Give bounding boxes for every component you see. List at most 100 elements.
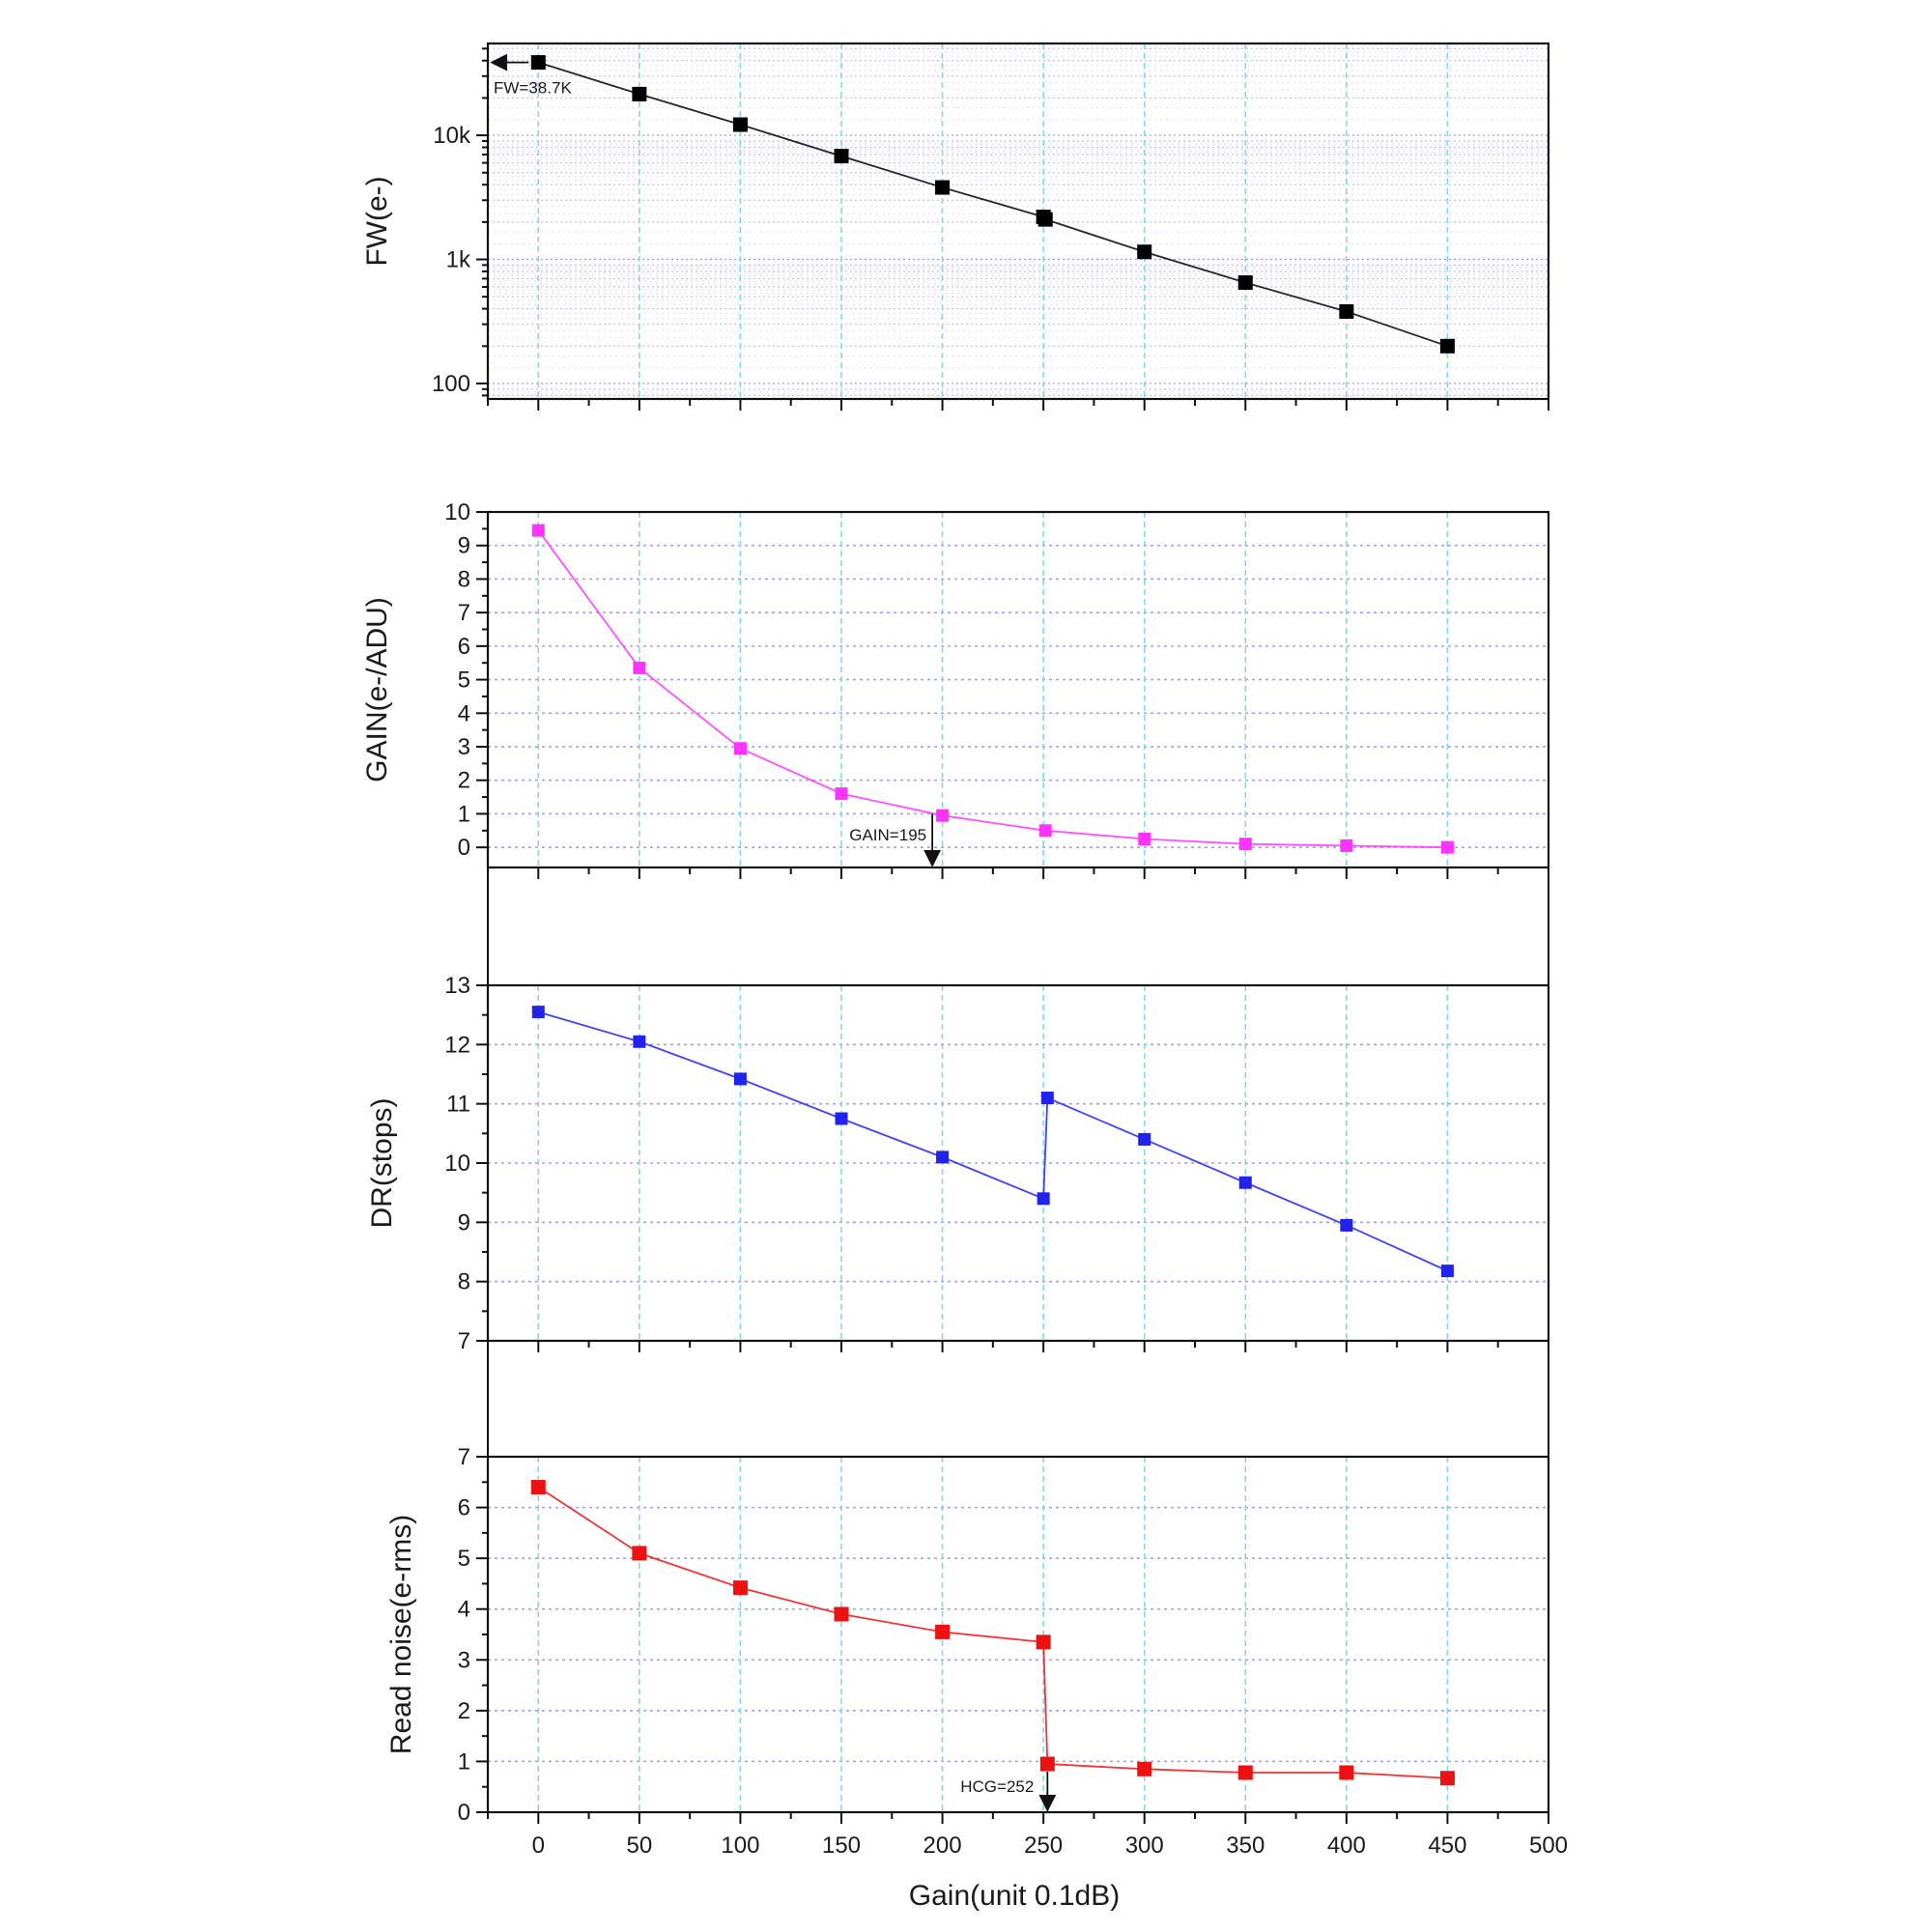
y-tick-label: 3 (458, 1647, 470, 1673)
data-point (936, 1151, 950, 1164)
y-tick-label: 4 (458, 700, 470, 726)
data-point (1440, 840, 1454, 854)
data-point (1138, 1132, 1151, 1146)
y-axis-title: FW(e-) (361, 176, 393, 266)
data-point (733, 1072, 747, 1086)
data-point (632, 1546, 647, 1561)
y-tick-label: 8 (458, 1269, 470, 1295)
data-point (1439, 1771, 1455, 1786)
data-point (530, 55, 546, 71)
x-tick-label: 100 (721, 1833, 759, 1859)
data-point (732, 1580, 748, 1596)
plot-frame (486, 1455, 1550, 1814)
y-tick-label: 1k (446, 247, 471, 273)
data-point (1036, 1634, 1051, 1650)
series-line (537, 1486, 1448, 1779)
y-tick-label: 7 (458, 1444, 470, 1470)
annotation-label: GAIN=195 (849, 826, 926, 844)
data-point (1237, 1765, 1253, 1780)
y-tick-label: 11 (446, 1092, 470, 1118)
y-tick-label: 5 (458, 668, 470, 694)
data-point (1340, 1218, 1353, 1232)
panel-gain: 0 1 2 3 4 5 6 7 8 9 10 GAIN(e-/ADU) GAIN=195 (361, 499, 1550, 879)
y-tick-label: 12 (444, 1032, 470, 1058)
data-point (1040, 1092, 1054, 1105)
annotation-label: HCG=252 (960, 1777, 1034, 1796)
x-tick-label: 400 (1327, 1833, 1366, 1859)
y-tick-label: 13 (444, 973, 470, 999)
x-tick-label: 250 (1024, 1833, 1063, 1859)
data-point (935, 180, 951, 195)
data-point (530, 1480, 546, 1495)
y-tick-label: 1 (458, 1748, 470, 1775)
y-tick-label: 7 (458, 1328, 470, 1354)
x-tick-label: 150 (822, 1833, 861, 1859)
data-point (633, 661, 646, 674)
data-point (733, 742, 747, 755)
y-axis-title: DR(stops) (366, 1097, 398, 1228)
y-axis-title: Read noise(e-rms) (385, 1515, 417, 1754)
y-tick-label: 6 (458, 1495, 470, 1521)
data-point (732, 117, 748, 132)
x-tick-label: 50 (627, 1833, 653, 1859)
panel-rn: 0 1 2 3 4 5 6 7 Read noise(e-rms) 0 50 100 150 200 250… (385, 1444, 1568, 1859)
y-axis-title: GAIN(e-/ADU) (361, 597, 393, 782)
data-point (1137, 1761, 1152, 1776)
series-line (538, 1010, 1448, 1272)
y-tick-label: 6 (458, 634, 470, 660)
data-point (835, 787, 848, 801)
series-line (538, 61, 1448, 348)
x-tick-label: 350 (1226, 1833, 1264, 1859)
data-point (835, 1112, 848, 1125)
y-tick-label: 3 (458, 734, 470, 760)
y-tick-label: 2 (458, 1698, 470, 1724)
y-tick-label: 100 (432, 371, 470, 397)
data-point (1339, 303, 1354, 319)
y-tick-label: 10 (444, 499, 470, 526)
y-tick-label: 1 (458, 801, 470, 827)
data-point (1340, 838, 1353, 852)
data-point (936, 809, 950, 822)
panel-fw: 100 1k 10k FW(e-) FW=38.7K (361, 42, 1550, 411)
y-tick-label: 7 (458, 600, 470, 626)
data-point (834, 1606, 849, 1622)
y-tick-label: 9 (458, 533, 470, 559)
series-line (537, 529, 1448, 849)
x-axis-title: Gain(unit 0.1dB) (909, 1880, 1120, 1912)
x-tick-label: 200 (923, 1833, 962, 1859)
y-tick-label: 0 (458, 835, 470, 861)
y-tick-label: 9 (458, 1209, 470, 1236)
data-point (1238, 1176, 1252, 1189)
data-point (1440, 1264, 1454, 1278)
data-point (1237, 275, 1253, 291)
data-point (1339, 1765, 1354, 1780)
x-tick-label: 0 (532, 1833, 545, 1859)
panel-dr: 7 8 9 10 11 12 13 DR(stops) (366, 973, 1550, 1354)
x-tick-label: 500 (1529, 1833, 1568, 1859)
data-point (1238, 838, 1252, 851)
y-tick-label: 2 (458, 768, 470, 794)
y-tick-label: 10k (433, 123, 471, 149)
data-point (531, 1006, 545, 1019)
chart-panels: 1001k10kFW(e-)FW=38.7K012345678910GAIN(e… (361, 42, 1568, 1859)
data-point (1037, 212, 1053, 227)
data-point (834, 149, 849, 164)
y-tick-label: 5 (458, 1546, 470, 1572)
data-point (935, 1624, 951, 1639)
data-point (1137, 244, 1152, 260)
data-point (633, 1035, 646, 1048)
data-point (1039, 1756, 1055, 1772)
y-tick-label: 8 (458, 566, 470, 592)
y-tick-label: 0 (458, 1800, 470, 1826)
data-point (1138, 832, 1151, 845)
plot-frame (486, 510, 1550, 869)
annotation-label: FW=38.7K (494, 79, 572, 98)
data-point (531, 524, 545, 537)
x-tick-label: 300 (1125, 1833, 1164, 1859)
x-tick-label: 450 (1428, 1833, 1466, 1859)
data-point (1038, 824, 1052, 838)
data-point (1037, 1192, 1050, 1206)
data-point (632, 86, 647, 101)
data-point (1439, 338, 1455, 354)
